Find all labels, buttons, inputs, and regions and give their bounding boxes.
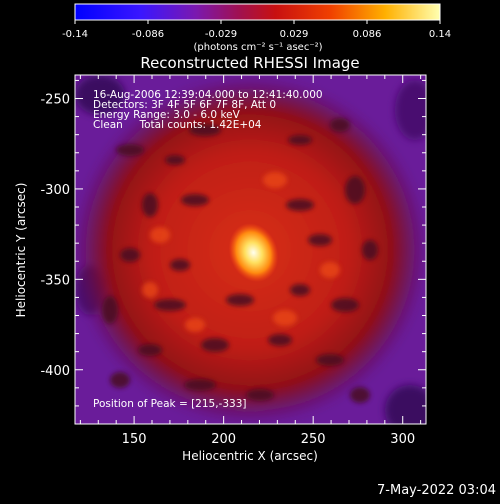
plot-title: Reconstructed RHESSI Image	[140, 54, 359, 72]
colorbar-tick-label: 0.14	[429, 29, 451, 40]
y-axis-label: Heliocentric Y (arcsec)	[14, 183, 28, 318]
colorbar-ticks	[74, 20, 441, 24]
x-tick-marks	[79, 75, 422, 424]
x-tick-label: 150	[122, 432, 147, 447]
y-tick-label: -300	[40, 183, 70, 198]
colorbar-tick-label: -0.029	[205, 29, 237, 40]
y-tick-label: -400	[40, 364, 70, 379]
colorbar-tick-label: 0.086	[353, 29, 382, 40]
colorbar-tick-label: -0.086	[132, 29, 164, 40]
footer-timestamp: 7-May-2022 03:04	[377, 483, 496, 498]
y-tick-label: -350	[40, 273, 70, 288]
x-tick-label: 250	[301, 432, 326, 447]
colorbar	[74, 3, 441, 21]
colorbar-tick-label: -0.14	[62, 29, 88, 40]
annotation-time-range: 16-Aug-2006 12:39:04.000 to 12:41:40.000	[93, 89, 323, 101]
x-axis-label: Heliocentric X (arcsec)	[182, 449, 318, 463]
annotation-energy-range: Energy Range: 3.0 - 6.0 keV	[93, 109, 241, 121]
x-tick-label: 300	[390, 432, 415, 447]
colorbar-unit-label: (photons cm⁻² s⁻¹ asec⁻²)	[193, 42, 322, 53]
annotation-clean-counts: Clean Total counts: 1.42E+04	[93, 119, 262, 131]
colorbar-tick-label: 0.029	[280, 29, 309, 40]
solar-image	[75, 75, 426, 424]
y-tick-label: -250	[40, 93, 70, 108]
x-tick-label: 200	[211, 432, 236, 447]
plot-frame	[74, 74, 427, 425]
y-tick-marks	[75, 79, 426, 425]
peak-position-label: Position of Peak = [215,-333]	[93, 398, 247, 410]
peak-source	[228, 223, 279, 282]
annotation-detectors: Detectors: 3F 4F 5F 6F 7F 8F, Att 0	[93, 99, 276, 111]
